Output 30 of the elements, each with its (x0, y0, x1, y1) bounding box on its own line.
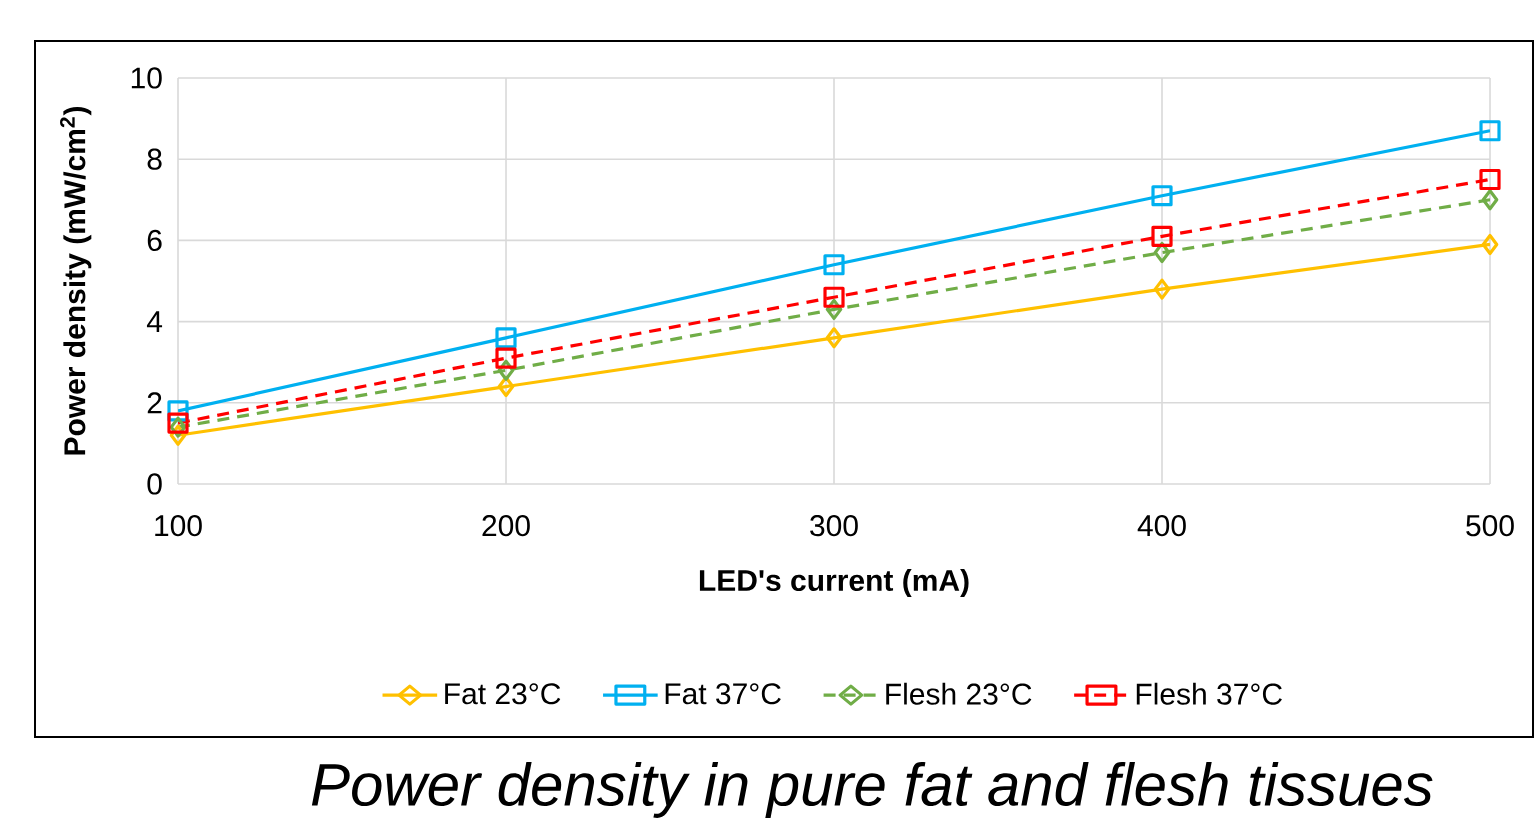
legend-label: Flesh 37°C (1136, 682, 1282, 705)
legend-label: Fat 23°C (445, 683, 561, 705)
point (1151, 225, 1173, 247)
point (1481, 233, 1499, 256)
point (1479, 120, 1501, 142)
point (1151, 185, 1173, 207)
x-tick-label: 300 (810, 515, 858, 537)
point (495, 327, 517, 349)
point (1153, 278, 1171, 300)
x-tick-label: 100 (155, 515, 202, 537)
x-tick-label: 500 (1466, 515, 1514, 537)
point (823, 286, 845, 308)
y-axis-title: Power density (mW/cm$^{2}$) (60, 106, 92, 455)
point (1481, 189, 1499, 211)
x-tick-label: 400 (1137, 515, 1186, 537)
point (823, 254, 845, 276)
text: Power density in pure fat and flesh tissues (311, 762, 1433, 818)
y-tick-label: 2 (147, 392, 162, 414)
point (1479, 168, 1501, 191)
point (825, 327, 843, 349)
y-tick-label: 0 (147, 473, 162, 495)
x-tick-label: 200 (482, 515, 530, 537)
x-axis-title: LED's current (mA) (699, 569, 969, 598)
legend-label: Fat 37°C (665, 683, 781, 705)
y-tick-label: 6 (147, 229, 162, 251)
y-tick-label: 4 (146, 311, 163, 332)
legend-label: Flesh 23°C (886, 682, 1032, 705)
point (495, 347, 517, 369)
y-tick-label: 8 (147, 148, 162, 170)
y-tick-label: 10 (131, 67, 162, 89)
